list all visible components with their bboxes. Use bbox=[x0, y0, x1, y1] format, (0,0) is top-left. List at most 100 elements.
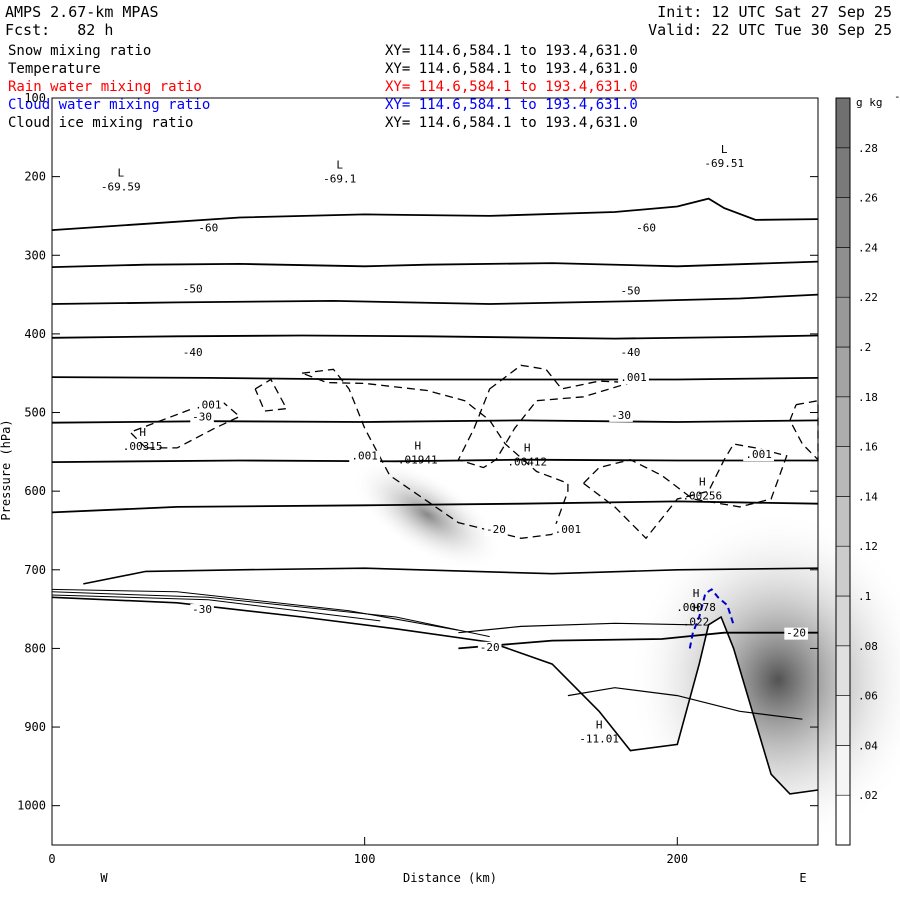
colorbar-bin bbox=[835, 396, 851, 447]
colorbar-tick-label: .26 bbox=[858, 192, 878, 205]
y-tick-label: 500 bbox=[24, 406, 46, 420]
ice-contour-label: .001 bbox=[620, 371, 647, 384]
isotherm-low bbox=[458, 622, 693, 634]
isotherm-label: -60 bbox=[198, 222, 218, 235]
isotherm-top bbox=[51, 197, 819, 231]
x-tick-label: 100 bbox=[354, 852, 376, 866]
valid-time: Valid: 22 UTC Tue 30 Sep 25 bbox=[648, 21, 892, 39]
colorbar-tick-label: .02 bbox=[858, 789, 878, 802]
extremum-marker: H bbox=[693, 601, 700, 614]
colorbar-bin bbox=[835, 645, 851, 696]
colorbar-bin bbox=[835, 745, 851, 796]
extremum-marker: L bbox=[336, 159, 343, 172]
colorbar-bin bbox=[835, 296, 851, 348]
isotherm-line bbox=[51, 458, 818, 463]
ground-fill bbox=[52, 597, 818, 845]
east-label: E bbox=[799, 871, 806, 885]
isotherm-line bbox=[51, 334, 819, 340]
extremum-value: -69.59 bbox=[101, 180, 141, 193]
isotherm-455 bbox=[51, 376, 819, 381]
y-tick-label: 200 bbox=[24, 170, 46, 184]
isotherm-label: -30 bbox=[192, 410, 212, 423]
isotherm-line bbox=[458, 631, 818, 650]
plot-frame bbox=[51, 97, 819, 846]
terrain-outline bbox=[51, 596, 819, 795]
axis-ticks: 100 200 300 400 500 600 700 800 900 1000 0 100 200 bbox=[17, 91, 818, 866]
extremum-marker: H bbox=[414, 439, 421, 452]
isotherm-label: -40 bbox=[620, 346, 640, 359]
isotherm-360 bbox=[51, 293, 819, 305]
colorbar-tick-label: .22 bbox=[858, 291, 878, 304]
isotherm-label: -20 bbox=[786, 627, 806, 640]
field-name: Cloud water mixing ratio bbox=[8, 97, 211, 113]
model-title: AMPS 2.67-km MPAS bbox=[5, 3, 159, 21]
colorbar-bin bbox=[835, 446, 851, 497]
label-bg bbox=[477, 641, 502, 654]
isotherm-label: -50 bbox=[183, 282, 203, 295]
isotherm-line bbox=[51, 500, 819, 514]
label-bg bbox=[784, 627, 808, 640]
colorbar-bin bbox=[835, 197, 851, 248]
label-bg bbox=[552, 523, 584, 536]
label-bg bbox=[192, 399, 224, 412]
colorbar-bin bbox=[835, 247, 851, 298]
y-tick-label: 400 bbox=[24, 327, 46, 341]
colorbar-bin bbox=[835, 595, 851, 647]
extremum-value: -11.01 bbox=[579, 732, 619, 745]
ice-contour bbox=[457, 364, 631, 469]
label-bg bbox=[634, 222, 658, 235]
label-bg bbox=[618, 372, 649, 385]
low-level-contour bbox=[51, 594, 381, 622]
label-bg bbox=[196, 222, 221, 235]
forecast-hour: Fcst: 82 h bbox=[5, 21, 114, 39]
plot-border bbox=[51, 97, 819, 846]
isotherm-700 bbox=[83, 567, 819, 585]
field-coordinates: XY= 114.6,584.1 to 193.4,631.0 bbox=[385, 43, 638, 59]
extremum-marker: L bbox=[117, 166, 124, 179]
low-level-contour bbox=[51, 591, 490, 638]
ice-contour-label: .001 bbox=[555, 523, 582, 536]
y-tick-label: 800 bbox=[24, 641, 46, 655]
isotherm-label: -60 bbox=[636, 222, 656, 235]
label-bg bbox=[180, 346, 205, 359]
colorbar-tick-label: .06 bbox=[858, 690, 878, 703]
y-tick-label: 600 bbox=[24, 484, 46, 498]
ice-contour-label: .001 bbox=[745, 448, 772, 461]
isotherm-label: -30 bbox=[192, 603, 212, 616]
colorbar-tick-label: .1 bbox=[858, 590, 871, 603]
isotherm-line bbox=[51, 419, 819, 424]
x-tick-label: 200 bbox=[666, 852, 688, 866]
colorbar-bin bbox=[835, 695, 851, 746]
colorbar: .02 .04 .06 .08 .1 .12 .14 .16 .18 .2 .22 .24 .26 .28… bbox=[835, 90, 900, 846]
ice-contour bbox=[254, 378, 288, 412]
west-label: W bbox=[100, 871, 108, 885]
isotherm-label: -50 bbox=[620, 285, 640, 298]
isotherm-label: -30 bbox=[611, 409, 631, 422]
field-name: Cloud ice mixing ratio bbox=[8, 115, 194, 131]
y-tick-label: 300 bbox=[24, 248, 46, 262]
colorbar-bin bbox=[835, 97, 851, 149]
isotherm-label: -20 bbox=[486, 523, 506, 536]
extremum-marker: H bbox=[139, 426, 146, 439]
extremum-value: .00078 bbox=[676, 601, 716, 614]
label-bg bbox=[743, 449, 774, 462]
isotherm-line bbox=[51, 260, 819, 268]
y-axis-label: Pressure (hPa) bbox=[0, 419, 13, 520]
colorbar-tick-label: .18 bbox=[858, 391, 878, 404]
x-tick-label: 0 bbox=[48, 852, 55, 866]
colorbar-bin bbox=[835, 545, 851, 597]
field-coordinates: XY= 114.6,584.1 to 193.4,631.0 bbox=[385, 97, 638, 113]
colorbar-tick-label: .04 bbox=[858, 739, 878, 752]
label-bg bbox=[190, 604, 214, 617]
low-level-contour bbox=[51, 588, 459, 631]
colorbar-unit-exponent: -1 bbox=[894, 90, 900, 103]
colorbar-bin bbox=[835, 794, 851, 846]
isotherm-label: -20 bbox=[480, 641, 500, 654]
snow-max-west bbox=[352, 459, 503, 571]
extremum-value: .00412 bbox=[507, 456, 547, 469]
extremum-marker: H bbox=[596, 718, 603, 731]
ice-contour-label: .001 bbox=[351, 450, 378, 463]
field-name: Snow mixing ratio bbox=[8, 43, 152, 59]
y-tick-label: 100 bbox=[24, 91, 46, 105]
